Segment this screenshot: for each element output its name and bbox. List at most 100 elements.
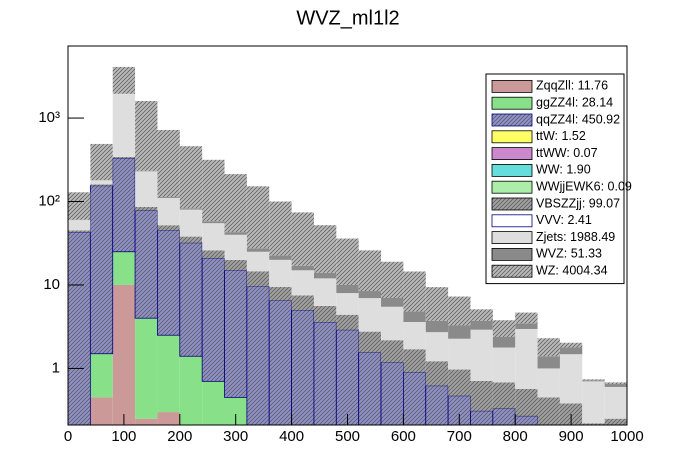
- histogram-bar: [358, 351, 382, 426]
- y-tick-label: 10²: [38, 192, 60, 209]
- histogram-bar: [582, 379, 605, 381]
- legend-label: ggZZ4l: 28.14: [536, 95, 613, 109]
- legend-label: WZ: 4004.34: [536, 263, 608, 277]
- histogram-bar: [403, 349, 426, 373]
- histogram-bar: [269, 259, 292, 287]
- histogram-bar: [425, 385, 449, 426]
- histogram-bar: [358, 331, 382, 353]
- histogram-bar: [269, 201, 292, 256]
- histogram-bar: [448, 325, 471, 339]
- histogram-bar: [537, 338, 560, 357]
- legend-label: qqZZ4l: 450.92: [536, 112, 620, 126]
- x-tick-label: 100: [111, 428, 136, 445]
- histogram-bar: [202, 223, 225, 251]
- legend-swatch: [491, 130, 533, 144]
- legend-swatch: [491, 231, 533, 245]
- histogram-bar: [157, 230, 181, 336]
- histogram-bar: [246, 248, 270, 252]
- x-tick-label: 600: [391, 428, 416, 445]
- histogram-bar: [448, 369, 471, 396]
- histogram-bar: [224, 232, 247, 235]
- histogram-bar: [448, 296, 471, 326]
- histogram-bar: [313, 305, 337, 323]
- histogram-bar: [313, 272, 337, 279]
- histogram-bar: [358, 291, 382, 299]
- histogram-bar: [269, 286, 292, 301]
- legend-label: VVV: 2.41: [536, 213, 592, 227]
- histogram-bar: [90, 397, 113, 425]
- histogram-bar: [515, 323, 538, 329]
- histogram-bar: [90, 353, 113, 398]
- histogram-bar: [425, 361, 449, 386]
- histogram-bar: [335, 329, 360, 426]
- legend: ZqqZll: 11.76 ggZZ4l: 28.14 qqZZ4l: 450.92…: [485, 73, 632, 285]
- histogram-bar: [68, 230, 91, 233]
- x-tick-label: 900: [559, 428, 584, 445]
- histogram-bar: [90, 143, 113, 181]
- x-tick-label: 500: [335, 428, 360, 445]
- histogram-bar: [224, 397, 247, 425]
- histogram-bar: [246, 186, 270, 249]
- histogram-bar: [559, 342, 583, 348]
- histogram-bar: [492, 408, 516, 426]
- legend-label: Zjets: 1988.49: [536, 230, 615, 244]
- histogram-bar: [135, 318, 158, 419]
- legend-label: WWjjEWK6: 0.09: [536, 179, 632, 193]
- legend-label: ZqqZll: 11.76: [536, 79, 608, 93]
- histogram-bar: [358, 298, 382, 332]
- histogram-bar: [492, 347, 516, 383]
- histogram-bar: [425, 287, 449, 321]
- histogram-bar: [470, 329, 493, 381]
- histogram-bar: [537, 356, 560, 369]
- legend-swatch: [491, 96, 533, 110]
- legend-label: ttW: 1.52: [536, 129, 586, 143]
- histogram-bar: [291, 295, 314, 311]
- y-tick-label: 1: [52, 359, 60, 376]
- x-tick-label: 400: [279, 428, 304, 445]
- legend-label: WVZ: 51.33: [536, 247, 602, 261]
- histogram-bar: [470, 380, 493, 411]
- histogram-bar: [112, 284, 136, 425]
- histogram-bar: [559, 347, 583, 355]
- histogram-bar: [90, 180, 113, 185]
- histogram-bar: [403, 271, 426, 312]
- histogram-bar: [381, 298, 404, 307]
- histogram-bar: [336, 238, 359, 285]
- histogram-bar: [492, 382, 516, 409]
- histogram-bar: [68, 220, 91, 231]
- y-tick-label: 10: [43, 276, 60, 293]
- histogram-bar: [135, 418, 158, 425]
- histogram-bar: [269, 255, 292, 260]
- legend-swatch: [491, 163, 533, 177]
- histogram-bar: [492, 320, 516, 338]
- histogram-bar: [313, 278, 337, 306]
- histogram-bar: [559, 354, 583, 404]
- histogram-bar: [403, 311, 426, 323]
- histogram-bar: [135, 101, 158, 171]
- histogram-bar: [358, 250, 382, 292]
- legend-swatch: [491, 80, 533, 93]
- histogram-bar: [179, 236, 203, 243]
- histogram-bar: [157, 197, 180, 199]
- legend-label: WW: 1.90: [536, 163, 591, 177]
- histogram-bar: [604, 386, 627, 419]
- x-tick-label: 1000: [610, 428, 643, 445]
- x-tick-label: 700: [447, 428, 472, 445]
- histogram-bar: [582, 381, 605, 424]
- x-tick-label: 300: [223, 428, 248, 445]
- histogram-bar: [515, 312, 538, 324]
- histogram-bar: [112, 157, 136, 253]
- legend-swatch: [491, 264, 533, 278]
- histogram-bar: [179, 209, 203, 237]
- histogram-bar: [470, 410, 494, 426]
- histogram-bar: [246, 251, 270, 272]
- histogram-bar: [582, 380, 605, 382]
- x-tick-label: 0: [64, 428, 72, 445]
- histogram-bar: [112, 66, 136, 94]
- histogram-bar: [291, 309, 315, 426]
- histogram-bar: [515, 328, 538, 389]
- histogram-bar: [582, 423, 605, 425]
- histogram-bar: [313, 225, 337, 273]
- histogram-bar: [268, 300, 292, 426]
- histogram-bar: [157, 412, 180, 425]
